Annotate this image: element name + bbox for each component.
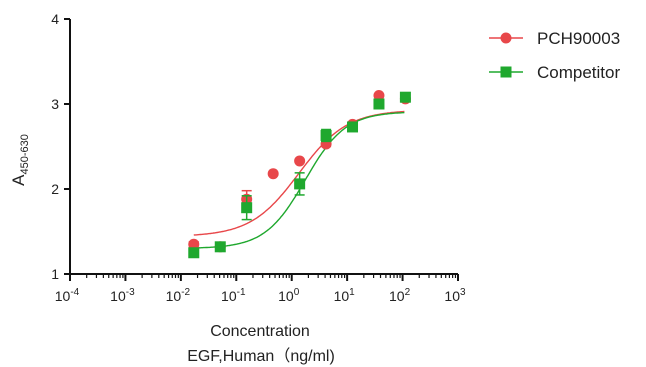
x-axis-title-line1: Concentration <box>210 323 310 340</box>
legend-marker-circle <box>500 32 512 44</box>
legend-marker-square <box>500 66 512 78</box>
data-point <box>188 247 200 259</box>
data-point <box>294 155 306 167</box>
legend-label: Competitor <box>537 63 620 82</box>
data-point <box>241 202 253 214</box>
data-point <box>214 241 226 253</box>
axes: 1 2 3 4 10-4 10-3 10-2 10-1 100 101 102 103 <box>51 11 466 304</box>
y-axis-title-sub: 450-630 <box>19 134 31 174</box>
data-point <box>399 91 411 103</box>
data-point <box>347 121 359 133</box>
y-tick-label: 3 <box>51 96 59 112</box>
data-point <box>294 178 306 190</box>
data-point <box>373 90 385 101</box>
x-axis-title-line2: EGF,Human（ng/ml) <box>187 347 335 365</box>
x-tick-label: 103 <box>444 287 466 304</box>
x-tick-label: 10-2 <box>166 287 191 304</box>
data-point <box>267 168 279 180</box>
x-tick-label: 10-3 <box>110 287 135 304</box>
x-tick-label: 101 <box>334 287 356 304</box>
y-tick-label: 4 <box>51 11 59 27</box>
x-tick-label: 102 <box>389 287 411 304</box>
x-tick-label: 10-4 <box>55 287 80 304</box>
x-tick-label: 100 <box>278 287 300 304</box>
legend-label: PCH90003 <box>537 29 620 48</box>
data-point <box>373 98 385 110</box>
y-axis-title: A450-630 <box>9 134 31 186</box>
data-point <box>188 238 200 250</box>
y-axis-title-main: A <box>9 174 28 186</box>
data-points <box>188 90 411 259</box>
y-tick-label: 2 <box>51 181 59 197</box>
x-tick-label: 10-1 <box>221 287 246 304</box>
y-tick-label: 1 <box>51 266 59 282</box>
legend: PCH90003 Competitor <box>489 29 620 82</box>
data-point <box>320 129 332 141</box>
